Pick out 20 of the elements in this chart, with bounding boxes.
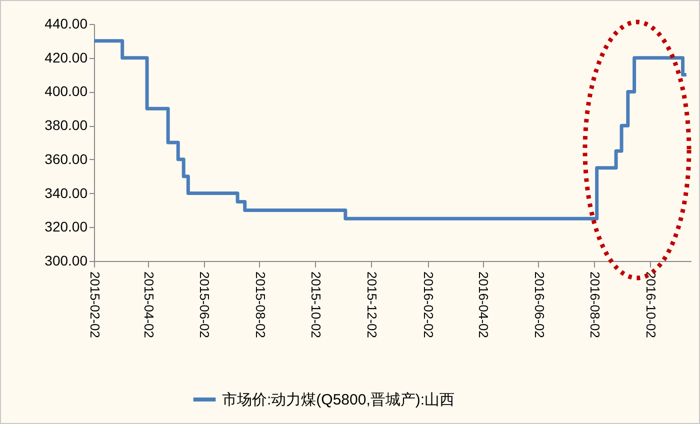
x-tick-label: 2016-02-02: [421, 272, 436, 338]
y-tick-label: 400.00: [44, 83, 88, 100]
y-tick-label: 300.00: [44, 252, 88, 268]
x-tick-label: 2015-12-02: [364, 272, 380, 338]
y-tick-label: 360.00: [44, 150, 88, 167]
x-tick-label: 2016-06-02: [532, 272, 547, 338]
x-tick-label: 2016-10-02: [643, 272, 658, 338]
y-tick-label: 380.00: [44, 117, 88, 134]
legend-label: 市场价:动力煤(Q5800,晋城产):山西: [222, 392, 455, 408]
x-tick-label: 2016-04-02: [476, 272, 492, 338]
y-tick-label: 440.00: [44, 16, 88, 32]
x-tick-label: 2015-08-02: [252, 272, 268, 338]
x-tick-label: 2015-06-02: [197, 272, 212, 338]
y-tick-label: 320.00: [44, 218, 88, 235]
y-tick-label: 340.00: [44, 184, 88, 201]
x-tick-label: 2015-10-02: [308, 272, 324, 338]
y-tick-label: 420.00: [44, 49, 88, 66]
x-tick-label: 2015-04-02: [141, 272, 156, 338]
x-tick-label: 2016-08-02: [588, 272, 603, 338]
x-tick-label: 2015-02-02: [88, 272, 102, 338]
